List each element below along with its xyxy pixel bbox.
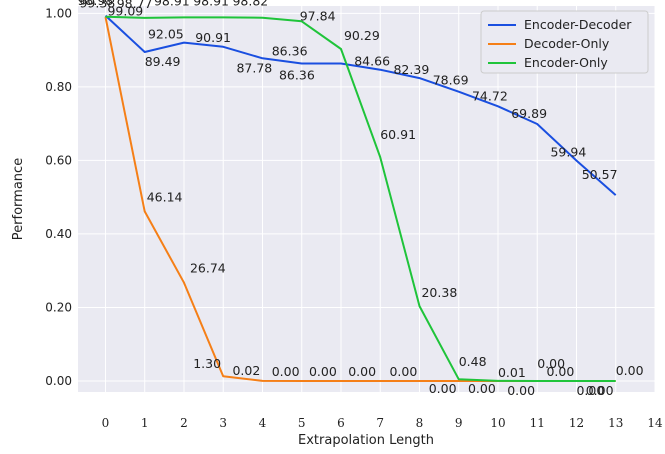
data-label: 82.39 [393,62,429,77]
data-label: 78.69 [433,73,469,88]
x-tick-label: 13 [608,416,623,430]
x-tick-label: 3 [219,416,227,430]
x-tick-label: 11 [530,416,545,430]
data-label: 59.94 [550,145,586,160]
data-label: 98.98 [77,0,113,8]
data-label: 0.00 [576,383,604,398]
data-label: 0.00 [389,364,417,379]
data-label: 89.49 [145,54,181,69]
data-label: 0.02 [232,363,260,378]
data-label: 0.00 [272,364,300,379]
data-label: 99.09 [107,4,143,19]
x-tick-label: 2 [180,416,188,430]
series-lines [104,14,617,382]
legend-box [480,10,649,74]
data-label: 98.77 [117,0,153,11]
data-label: 0.00 [537,356,565,371]
y-tick-label: 0.80 [45,80,72,94]
x-axis-label: Extrapolation Length [298,433,434,448]
y-tick-label: 0.60 [45,153,72,167]
data-label: 92.05 [148,27,184,42]
data-label: 0.48 [459,354,487,369]
data-label: 74.72 [472,88,508,103]
data-label: 86.36 [272,43,308,58]
data-label: 99.38 [79,0,115,11]
data-label: 98.91 [193,0,229,8]
data-label: 0.00 [348,364,376,379]
y-tick-label: 0.20 [45,300,72,314]
data-label: 0.00 [546,364,574,379]
y-axis-label: Performance [11,158,26,240]
data-label: 0.00 [468,381,496,396]
x-tick-label: 10 [490,416,505,430]
data-label: 0.01 [498,365,526,380]
x-tick-label: 8 [416,416,424,430]
data-label: 98.82 [232,0,268,9]
x-tick-label: 12 [569,416,584,430]
x-tick-label: 4 [259,416,267,430]
data-label: 90.91 [195,30,231,45]
y-tick-label: 1.00 [45,6,72,20]
legend-entry-0: Encoder-Decoder [524,17,632,32]
data-label: 87.78 [236,60,272,75]
data-label: 84.66 [354,54,390,69]
x-tick-labels: 0 1 2 3 4 5 6 7 8 9 10 11 12 13 14 [102,416,663,430]
data-label: 86.36 [279,67,315,82]
x-tick-label: 1 [141,416,149,430]
data-label: 97.84 [300,8,336,23]
data-label: 0.00 [586,383,614,398]
data-label: 0.00 [507,383,535,398]
x-tick-label: 5 [298,416,306,430]
legend-entry-2: Encoder-Only [524,55,608,70]
y-tick-labels: 0.00 0.20 0.40 0.60 0.80 1.00 [45,6,72,388]
x-tick-label: 14 [647,416,663,430]
data-label: 0.00 [309,364,337,379]
data-label: 60.91 [380,127,416,142]
data-label: 98.91 [154,0,190,8]
data-label: 26.74 [190,261,226,276]
x-tick-label: 0 [102,416,110,430]
x-tick-label: 9 [455,416,463,430]
data-label: 0.00 [616,363,644,378]
series-line-0 [104,14,617,196]
data-label: 1.30 [193,356,221,371]
legend: Encoder-Decoder Decoder-Only Encoder-Only [480,10,649,74]
data-label: 69.89 [511,106,547,121]
series-line-2 [105,15,616,382]
legend-entry-1: Decoder-Only [524,36,610,51]
x-tick-label: 7 [376,416,384,430]
data-label: 46.14 [147,189,183,204]
data-label: 0.00 [429,381,457,396]
x-tick-label: 6 [337,416,345,430]
y-tick-label: 0.00 [45,374,72,388]
data-label: 50.57 [582,167,618,182]
data-label: 20.38 [421,285,457,300]
data-label: 90.29 [344,28,380,43]
y-tick-label: 0.40 [45,227,72,241]
